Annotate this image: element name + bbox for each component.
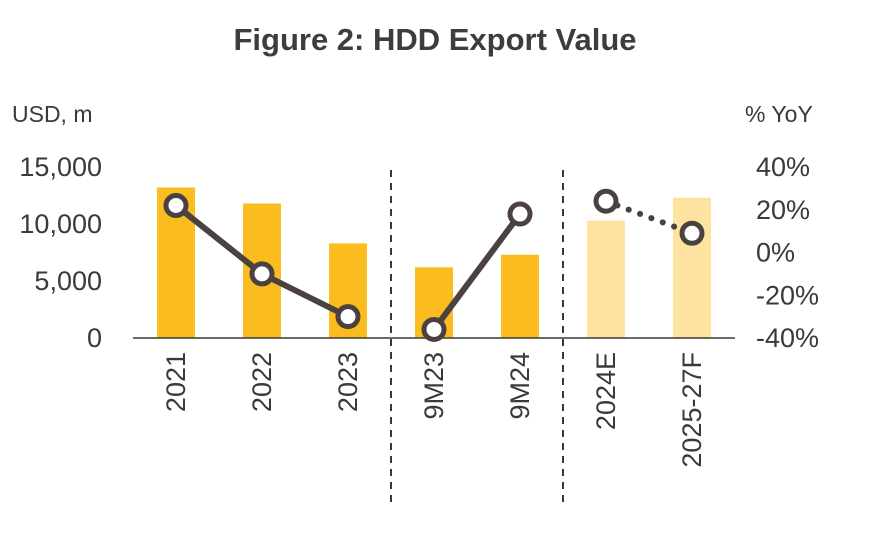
right-tick-label: -20% — [756, 280, 819, 310]
right-tick-label: 40% — [756, 152, 810, 182]
yoy-forecast-line — [603, 198, 695, 237]
left-tick-label: 5,000 — [34, 266, 102, 296]
category-label: 2025-27F — [677, 352, 707, 468]
yoy-point — [163, 192, 189, 218]
bar — [673, 197, 711, 338]
category-label: 2021 — [161, 352, 191, 412]
yoy-point — [249, 261, 275, 287]
yoy-line — [431, 211, 523, 333]
left-axis-unit: USD, m — [12, 101, 93, 127]
right-tick-label: 20% — [756, 195, 810, 225]
yoy-point — [679, 220, 705, 246]
right-tick-label: -40% — [756, 323, 819, 353]
bar — [587, 220, 625, 338]
category-label: 9M24 — [505, 352, 535, 420]
yoy-point — [421, 316, 447, 342]
right-tick-label: 0% — [756, 238, 795, 268]
category-label: 2024E — [591, 352, 621, 430]
category-label: 2023 — [333, 352, 363, 412]
left-tick-label: 0 — [87, 323, 102, 353]
left-tick-label: 10,000 — [19, 209, 102, 239]
right-axis-unit: % YoY — [745, 101, 813, 127]
yoy-point — [335, 304, 361, 330]
bar — [501, 254, 539, 338]
chart-title: Figure 2: HDD Export Value — [233, 22, 637, 57]
category-label: 9M23 — [419, 352, 449, 420]
yoy-point — [507, 201, 533, 227]
left-tick-label: 15,000 — [19, 152, 102, 182]
yoy-point — [593, 188, 619, 214]
category-label: 2022 — [247, 352, 277, 412]
